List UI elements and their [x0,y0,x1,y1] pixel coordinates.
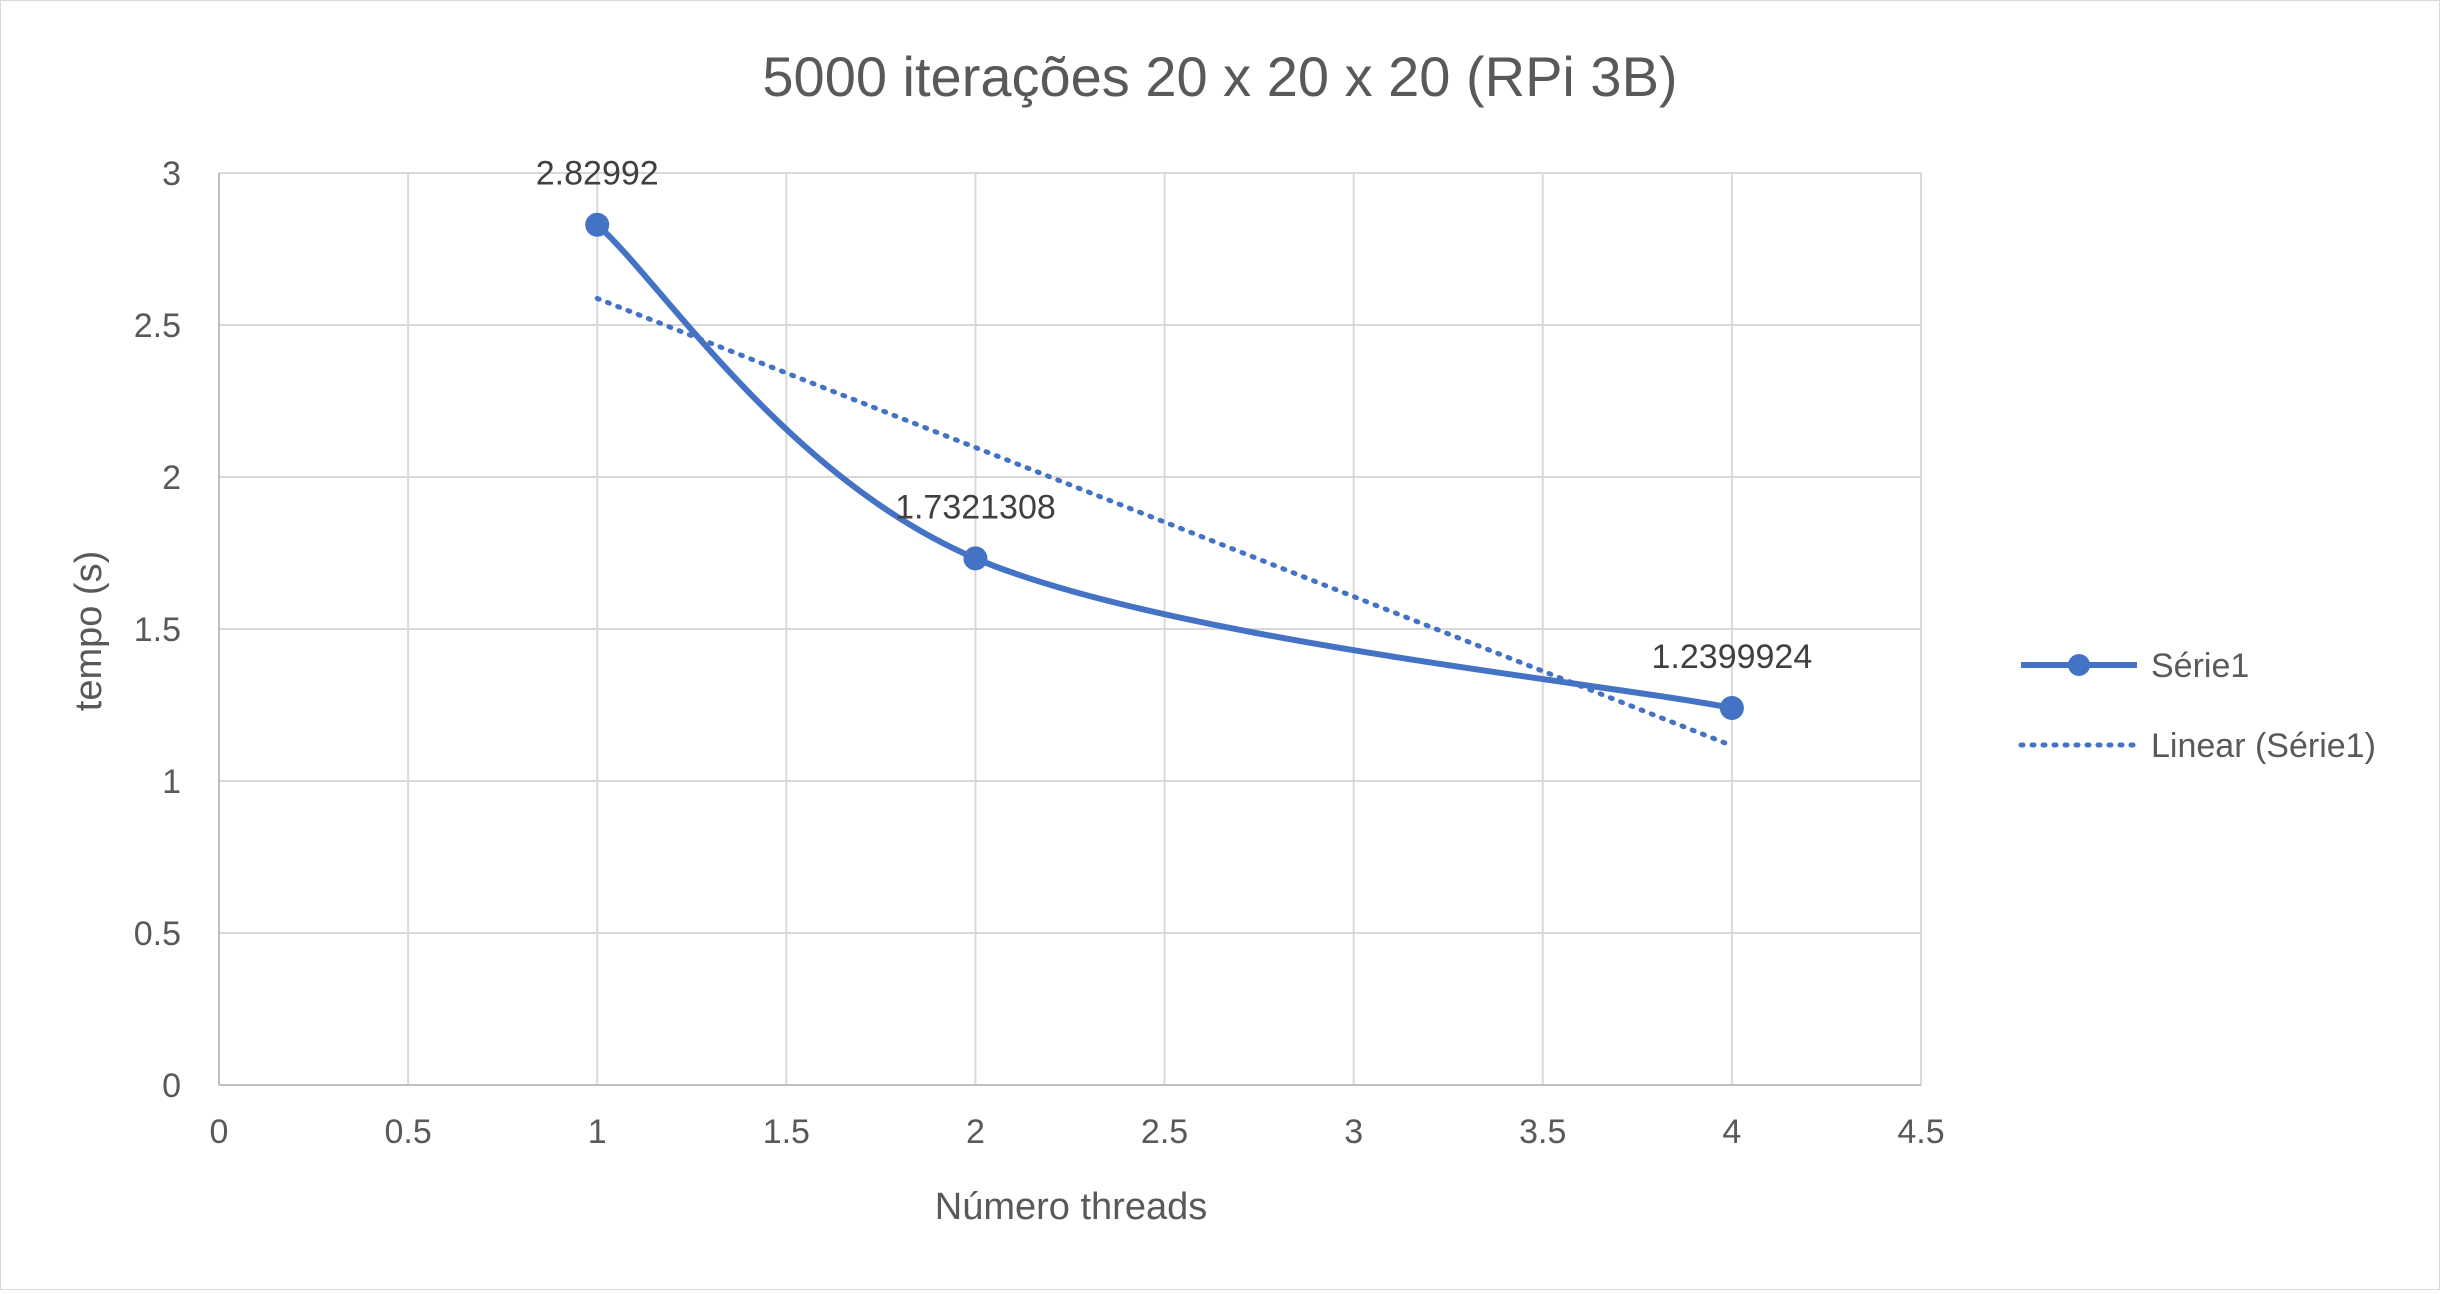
x-tick-label: 2 [966,1113,985,1151]
x-axis-title: Número threads [935,1186,1207,1228]
y-tick-label: 1.5 [134,611,181,649]
y-tick-label: 0.5 [134,915,181,953]
legend: Série1 Linear (Série1) [2018,647,2376,765]
x-tick-label: 1.5 [763,1113,810,1151]
x-tick-label: 2.5 [1141,1113,1188,1151]
data-point-marker [585,212,610,237]
data-label: 1.7321308 [895,488,1056,526]
x-tick-label: 4 [1722,1113,1741,1151]
x-tick-label: 0.5 [384,1113,431,1151]
y-axis-title: tempo (s) [68,551,110,711]
tick-labels: 0 0.5 1 1.5 2 2.5 3 3.5 4 4.5 0 0.5 1 1.5 2 2.5 3 [134,155,1945,1151]
data-point-marker [963,546,988,571]
legend-marker-serie1 [2068,654,2090,676]
plot-series [585,212,1744,749]
grid-lines [219,172,1922,1085]
axes [218,173,1921,1086]
y-tick-label: 2.5 [134,307,181,345]
legend-label-serie1: Série1 [2151,647,2249,685]
y-tick-label: 0 [162,1067,181,1105]
x-tick-label: 0 [210,1113,229,1151]
x-tick-label: 3 [1344,1113,1363,1151]
trendline-linear-serie1 [594,295,1735,749]
x-tick-label: 4.5 [1897,1113,1944,1151]
data-labels: 2.82992 1.7321308 1.2399924 [536,155,1812,676]
y-tick-label: 2 [162,459,181,497]
y-tick-label: 1 [162,763,181,801]
data-label: 1.2399924 [1652,638,1813,676]
x-tick-label: 1 [588,1113,607,1151]
data-label: 2.82992 [536,155,659,193]
chart-title: 5000 iterações 20 x 20 x 20 (RPi 3B) [762,45,1677,108]
y-tick-label: 3 [162,155,181,193]
legend-label-linear: Linear (Série1) [2151,727,2376,765]
x-tick-label: 3.5 [1519,1113,1566,1151]
series-line-serie1 [594,221,1735,712]
data-point-marker [1719,696,1744,721]
